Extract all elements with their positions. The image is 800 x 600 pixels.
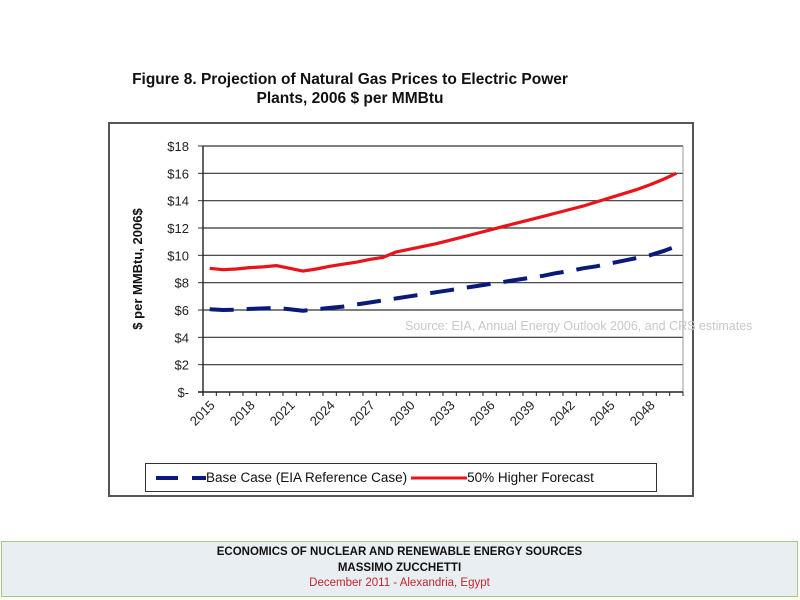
legend-swatch-base-case: [156, 475, 206, 480]
x-tick-label: 2039: [507, 398, 538, 429]
x-tick-label: 2045: [587, 398, 618, 429]
x-tick-labels: 2015 2018 2021 2024 2027 2030 2033 2036 2039 2042…: [187, 398, 658, 429]
y-tick-label: $12: [167, 221, 189, 236]
x-tick-label: 2024: [307, 398, 338, 429]
y-axis-label: $ per MMBtu, 2006$: [130, 208, 145, 330]
y-tick-label: $-: [177, 385, 189, 400]
x-tick-label: 2021: [267, 398, 298, 429]
footer-date-location: December 2011 - Alexandria, Egypt: [309, 577, 490, 589]
y-tick-label: $8: [175, 276, 189, 291]
y-tick-label: $6: [175, 303, 189, 318]
chart-legend: Base Case (EIA Reference Case) 50% Highe…: [145, 463, 657, 492]
chart-title-line-1: Figure 8. Projection of Natural Gas Pric…: [132, 71, 568, 88]
legend-item-base-case: Base Case (EIA Reference Case): [154, 470, 407, 485]
series: [209, 171, 677, 313]
legend-item-higher-forecast: 50% Higher Forecast: [411, 470, 594, 485]
y-tick-label: $18: [167, 139, 189, 154]
legend-label-higher-forecast: 50% Higher Forecast: [467, 470, 594, 485]
legend-swatch-higher-forecast: [411, 476, 468, 479]
series-line-higher-forecast: [209, 171, 677, 273]
y-tick-label: $10: [167, 248, 189, 263]
y-tick-label: $16: [167, 166, 189, 181]
x-tick-label: 2036: [467, 398, 498, 429]
chart-frame: [108, 122, 694, 497]
source-annotation: Source: EIA, Annual Energy Outlook 2006,…: [405, 319, 752, 333]
axes: [198, 145, 684, 396]
x-tick-label: 2042: [547, 398, 578, 429]
y-tick-labels: $- $2 $4 $6 $8 $10 $12 $14 $16 $18: [167, 139, 189, 400]
chart-title: Figure 8. Projection of Natural Gas Pric…: [100, 70, 600, 108]
x-tick-label: 2033: [427, 398, 458, 429]
slide-footer: ECONOMICS OF NUCLEAR AND RENEWABLE ENERG…: [1, 541, 798, 597]
gridlines: [203, 145, 683, 366]
legend-label-base-case: Base Case (EIA Reference Case): [206, 470, 408, 485]
footer-course-title: ECONOMICS OF NUCLEAR AND RENEWABLE ENERG…: [216, 546, 583, 558]
y-tick-label: $4: [175, 330, 189, 345]
x-tick-label: 2030: [387, 398, 418, 429]
y-tick-label: $2: [175, 358, 189, 373]
x-tick-label: 2048: [627, 398, 658, 429]
series-line-base-case: [209, 244, 677, 313]
chart-title-line-2: Plants, 2006 $ per MMBtu: [256, 90, 444, 107]
y-tick-label: $14: [167, 194, 189, 209]
x-tick-label: 2027: [347, 398, 378, 429]
x-tick-label: 2018: [227, 398, 258, 429]
x-tick-label: 2015: [187, 398, 218, 429]
footer-author: MASSIMO ZUCCHETTI: [337, 561, 462, 574]
